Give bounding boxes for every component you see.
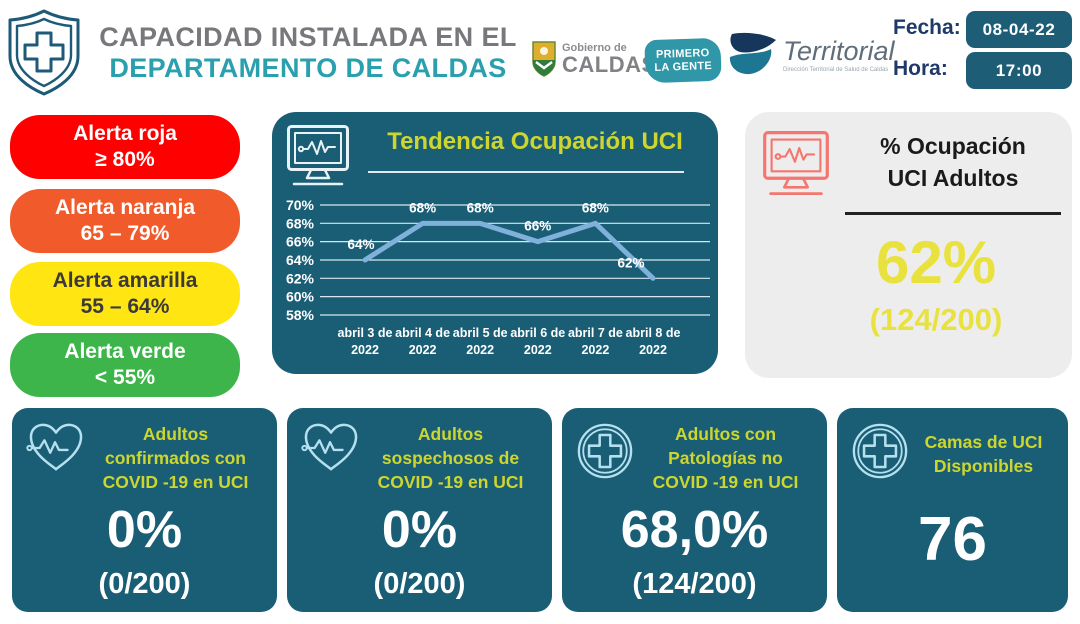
monitor-pulse-red-icon: [763, 131, 829, 195]
uci-trend-panel: Tendencia Ocupación UCI 70% 68% 66% 64% 62% 6…: [272, 112, 718, 374]
hora-label: Hora:: [893, 57, 948, 80]
alert-range: 55 – 64%: [80, 295, 170, 318]
card-title: Adultos sospechosos de COVID -19 en UCI: [357, 422, 544, 494]
card-non-covid-pathologies: Adultos con Patologías no COVID -19 en U…: [562, 408, 827, 612]
card-value: 76: [918, 505, 987, 574]
svg-text:68%: 68%: [286, 215, 315, 231]
card-title-line: Adultos: [142, 424, 209, 444]
primero-line2: LA GENTE: [654, 59, 713, 74]
chart-title: Tendencia Ocupación UCI: [387, 128, 683, 155]
card-title-line: COVID -19 en UCI: [652, 472, 799, 492]
alert-label: Alerta roja: [73, 122, 177, 145]
alert-level-red: Alerta roja ≥ 80%: [10, 115, 240, 179]
card-title-line: Camas de UCI: [924, 432, 1043, 452]
primero-la-gente-badge: PRIMERO LA GENTE: [644, 37, 722, 84]
gobierno-crest-icon: [532, 41, 556, 77]
alert-level-yellow: Alerta amarilla 55 – 64%: [10, 262, 240, 326]
card-title-line: COVID -19 en UCI: [102, 472, 249, 492]
alert-range: 65 – 79%: [80, 222, 170, 245]
chart-title-underline: [368, 171, 684, 173]
heart-pulse-icon: [301, 423, 358, 471]
svg-text:62%: 62%: [286, 270, 315, 286]
alert-label: Alerta amarilla: [52, 269, 198, 292]
occupancy-title: % Ocupación UCI Adultos: [841, 130, 1065, 194]
card-value: 68,0%: [620, 501, 769, 559]
medical-cross-icon: [577, 423, 633, 479]
occupancy-title-underline: [845, 212, 1061, 215]
card-title: Adultos con Patologías no COVID -19 en U…: [632, 422, 819, 494]
territorial-subtitle: Dirección Territorial de Salud de Caldas: [783, 66, 889, 73]
alert-label: Alerta naranja: [54, 196, 196, 219]
card-title-line: Adultos: [417, 424, 484, 444]
occupancy-title-line1: % Ocupación: [880, 133, 1026, 159]
fecha-label: Fecha:: [893, 16, 961, 39]
svg-text:68%: 68%: [467, 200, 494, 215]
alert-level-orange: Alerta naranja 65 – 79%: [10, 189, 240, 253]
occupancy-fraction: (124/200): [869, 302, 1003, 337]
card-title-line: COVID -19 en UCI: [377, 472, 524, 492]
svg-text:66%: 66%: [524, 219, 551, 234]
svg-text:70%: 70%: [286, 197, 315, 213]
card-title-line: Disponibles: [933, 456, 1034, 476]
gobierno-label-name: CALDAS: [562, 51, 657, 77]
alert-label: Alerta verde: [64, 340, 186, 363]
hora-value-box: 17:00: [966, 52, 1072, 89]
monitor-pulse-icon: [287, 125, 349, 186]
card-available-beds: Camas de UCI Disponibles 76: [837, 408, 1068, 612]
page-title-line1: CAPACIDAD INSTALADA EN EL: [99, 22, 517, 52]
fecha-value-box: 08-04-22: [966, 11, 1072, 48]
occupancy-value: 62%: [875, 229, 997, 296]
gobierno-caldas-logo: Gobierno de CALDAS: [531, 40, 657, 78]
heart-pulse-icon: [26, 423, 83, 471]
card-fraction: (124/200): [632, 568, 757, 600]
territorial-name: Territorial: [783, 35, 895, 66]
alert-level-green: Alerta verde < 55%: [10, 333, 240, 397]
occupancy-panel: % Ocupación UCI Adultos 62% (124/200): [745, 112, 1072, 378]
gobierno-label-small: Gobierno de: [562, 41, 627, 54]
svg-text:66%: 66%: [286, 234, 315, 250]
card-value: 0%: [106, 501, 183, 559]
card-fraction: (0/200): [373, 568, 466, 600]
alert-range: ≥ 80%: [95, 148, 155, 171]
page-title: CAPACIDAD INSTALADA EN EL DEPARTAMENTO D…: [92, 22, 524, 84]
svg-text:64%: 64%: [347, 237, 374, 252]
territorial-logo: Territorial Dirección Territorial de Sal…: [726, 30, 895, 80]
svg-text:62%: 62%: [617, 255, 644, 270]
svg-text:64%: 64%: [286, 252, 315, 268]
svg-text:58%: 58%: [286, 307, 315, 323]
card-covid-confirmed: Adultos confirmados con COVID -19 en UCI…: [12, 408, 277, 612]
page-title-line2: DEPARTAMENTO DE CALDAS: [109, 53, 507, 83]
svg-text:60%: 60%: [286, 289, 315, 305]
card-title: Camas de UCI Disponibles: [907, 430, 1060, 478]
occupancy-title-line2: UCI Adultos: [887, 165, 1019, 191]
card-title-line: Patologías no: [668, 448, 783, 468]
alert-range: < 55%: [94, 366, 156, 389]
territorial-leaf-icon: [729, 32, 776, 75]
card-covid-suspected: Adultos sospechosos de COVID -19 en UCI …: [287, 408, 552, 612]
shield-cross-logo-icon: [8, 9, 80, 96]
uci-trend-line-chart: 70% 68% 66% 64% 62% 60% 58% 64% 68% 68% 66% 68% 62% a…: [286, 197, 710, 357]
medical-cross-icon: [852, 423, 908, 479]
card-title-line: Adultos con: [674, 424, 777, 444]
card-value: 0%: [381, 501, 458, 559]
card-title: Adultos confirmados con COVID -19 en UCI: [82, 422, 269, 494]
svg-text:68%: 68%: [582, 200, 609, 215]
card-fraction: (0/200): [98, 568, 191, 600]
card-title-line: sospechosos de: [381, 448, 520, 468]
card-title-line: confirmados con: [105, 448, 246, 468]
svg-text:68%: 68%: [409, 200, 436, 215]
